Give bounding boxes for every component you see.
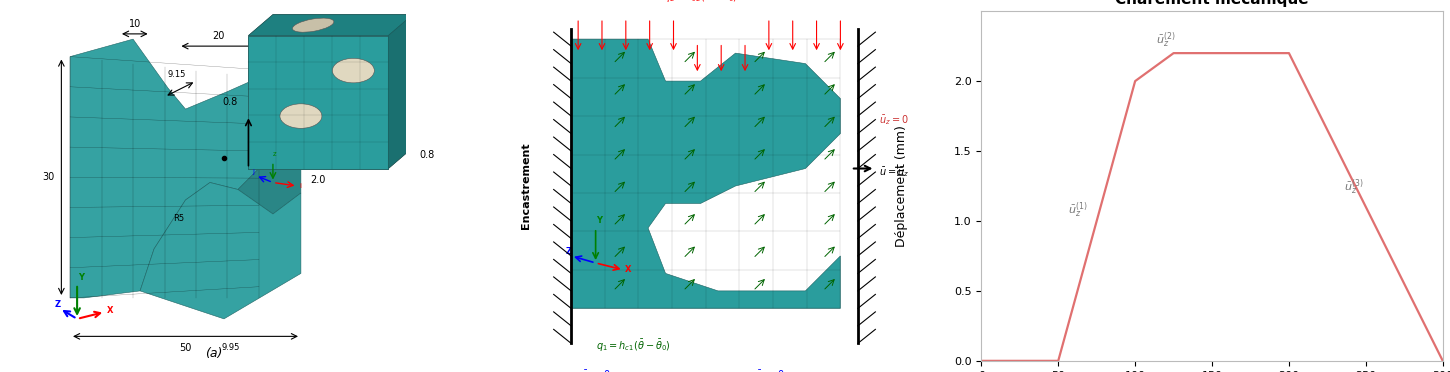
Text: $q_1 = h_{c1}(\bar{\theta} - \bar{\theta}_0)$: $q_1 = h_{c1}(\bar{\theta} - \bar{\theta… bbox=[596, 338, 670, 355]
Text: 30: 30 bbox=[42, 172, 55, 182]
Text: 0.8: 0.8 bbox=[420, 150, 435, 160]
Text: $\bar{u}_z^{(2)}$: $\bar{u}_z^{(2)}$ bbox=[1156, 30, 1176, 50]
Polygon shape bbox=[248, 36, 389, 169]
Y-axis label: Déplacement (mm): Déplacement (mm) bbox=[895, 125, 908, 247]
Text: $\bar{u}_p = 0$: $\bar{u}_p = 0$ bbox=[755, 369, 786, 372]
Text: 9.95: 9.95 bbox=[222, 343, 241, 352]
Text: X: X bbox=[625, 264, 632, 274]
Polygon shape bbox=[571, 39, 841, 308]
Text: i: i bbox=[299, 183, 302, 189]
Text: R5: R5 bbox=[173, 214, 184, 223]
Text: 20: 20 bbox=[213, 31, 225, 41]
Text: $\bar{u}_z^{(3)}$: $\bar{u}_z^{(3)}$ bbox=[1344, 177, 1363, 196]
Polygon shape bbox=[389, 15, 413, 169]
Text: z: z bbox=[273, 151, 277, 157]
Text: Z: Z bbox=[55, 299, 61, 309]
Polygon shape bbox=[70, 39, 260, 298]
Text: X: X bbox=[107, 305, 113, 315]
Title: Charement mécanique: Charement mécanique bbox=[1115, 0, 1309, 7]
Text: Z: Z bbox=[566, 247, 571, 256]
Text: 2.0: 2.0 bbox=[310, 174, 326, 185]
Polygon shape bbox=[248, 15, 413, 36]
Ellipse shape bbox=[332, 58, 374, 83]
Text: 0.8: 0.8 bbox=[223, 97, 238, 107]
Text: 50: 50 bbox=[180, 343, 191, 353]
Text: 10: 10 bbox=[129, 19, 141, 29]
Ellipse shape bbox=[280, 104, 322, 128]
Polygon shape bbox=[238, 78, 302, 214]
Text: (a): (a) bbox=[204, 347, 222, 360]
Polygon shape bbox=[248, 36, 389, 169]
Text: j: j bbox=[252, 169, 254, 175]
Text: Y: Y bbox=[596, 216, 602, 225]
Text: $\bar{u}_z = 0$: $\bar{u}_z = 0$ bbox=[879, 113, 909, 127]
Text: $\bar{u}_z^{(1)}$: $\bar{u}_z^{(1)}$ bbox=[1069, 201, 1088, 220]
Ellipse shape bbox=[293, 18, 334, 32]
Polygon shape bbox=[248, 15, 413, 36]
Text: Y: Y bbox=[78, 273, 84, 282]
Text: $q_2 = h_{c2}(\bar{\theta} - \bar{\theta}_0)$: $q_2 = h_{c2}(\bar{\theta} - \bar{\theta… bbox=[663, 0, 738, 5]
Polygon shape bbox=[141, 183, 302, 319]
Text: 9.15: 9.15 bbox=[168, 70, 186, 79]
Text: $\bar{u} = \bar{u}_z$: $\bar{u} = \bar{u}_z$ bbox=[879, 166, 909, 179]
Text: Encastrement: Encastrement bbox=[521, 143, 531, 229]
Polygon shape bbox=[389, 15, 413, 169]
Text: $\bar{u}_y = 0$: $\bar{u}_y = 0$ bbox=[580, 369, 610, 372]
